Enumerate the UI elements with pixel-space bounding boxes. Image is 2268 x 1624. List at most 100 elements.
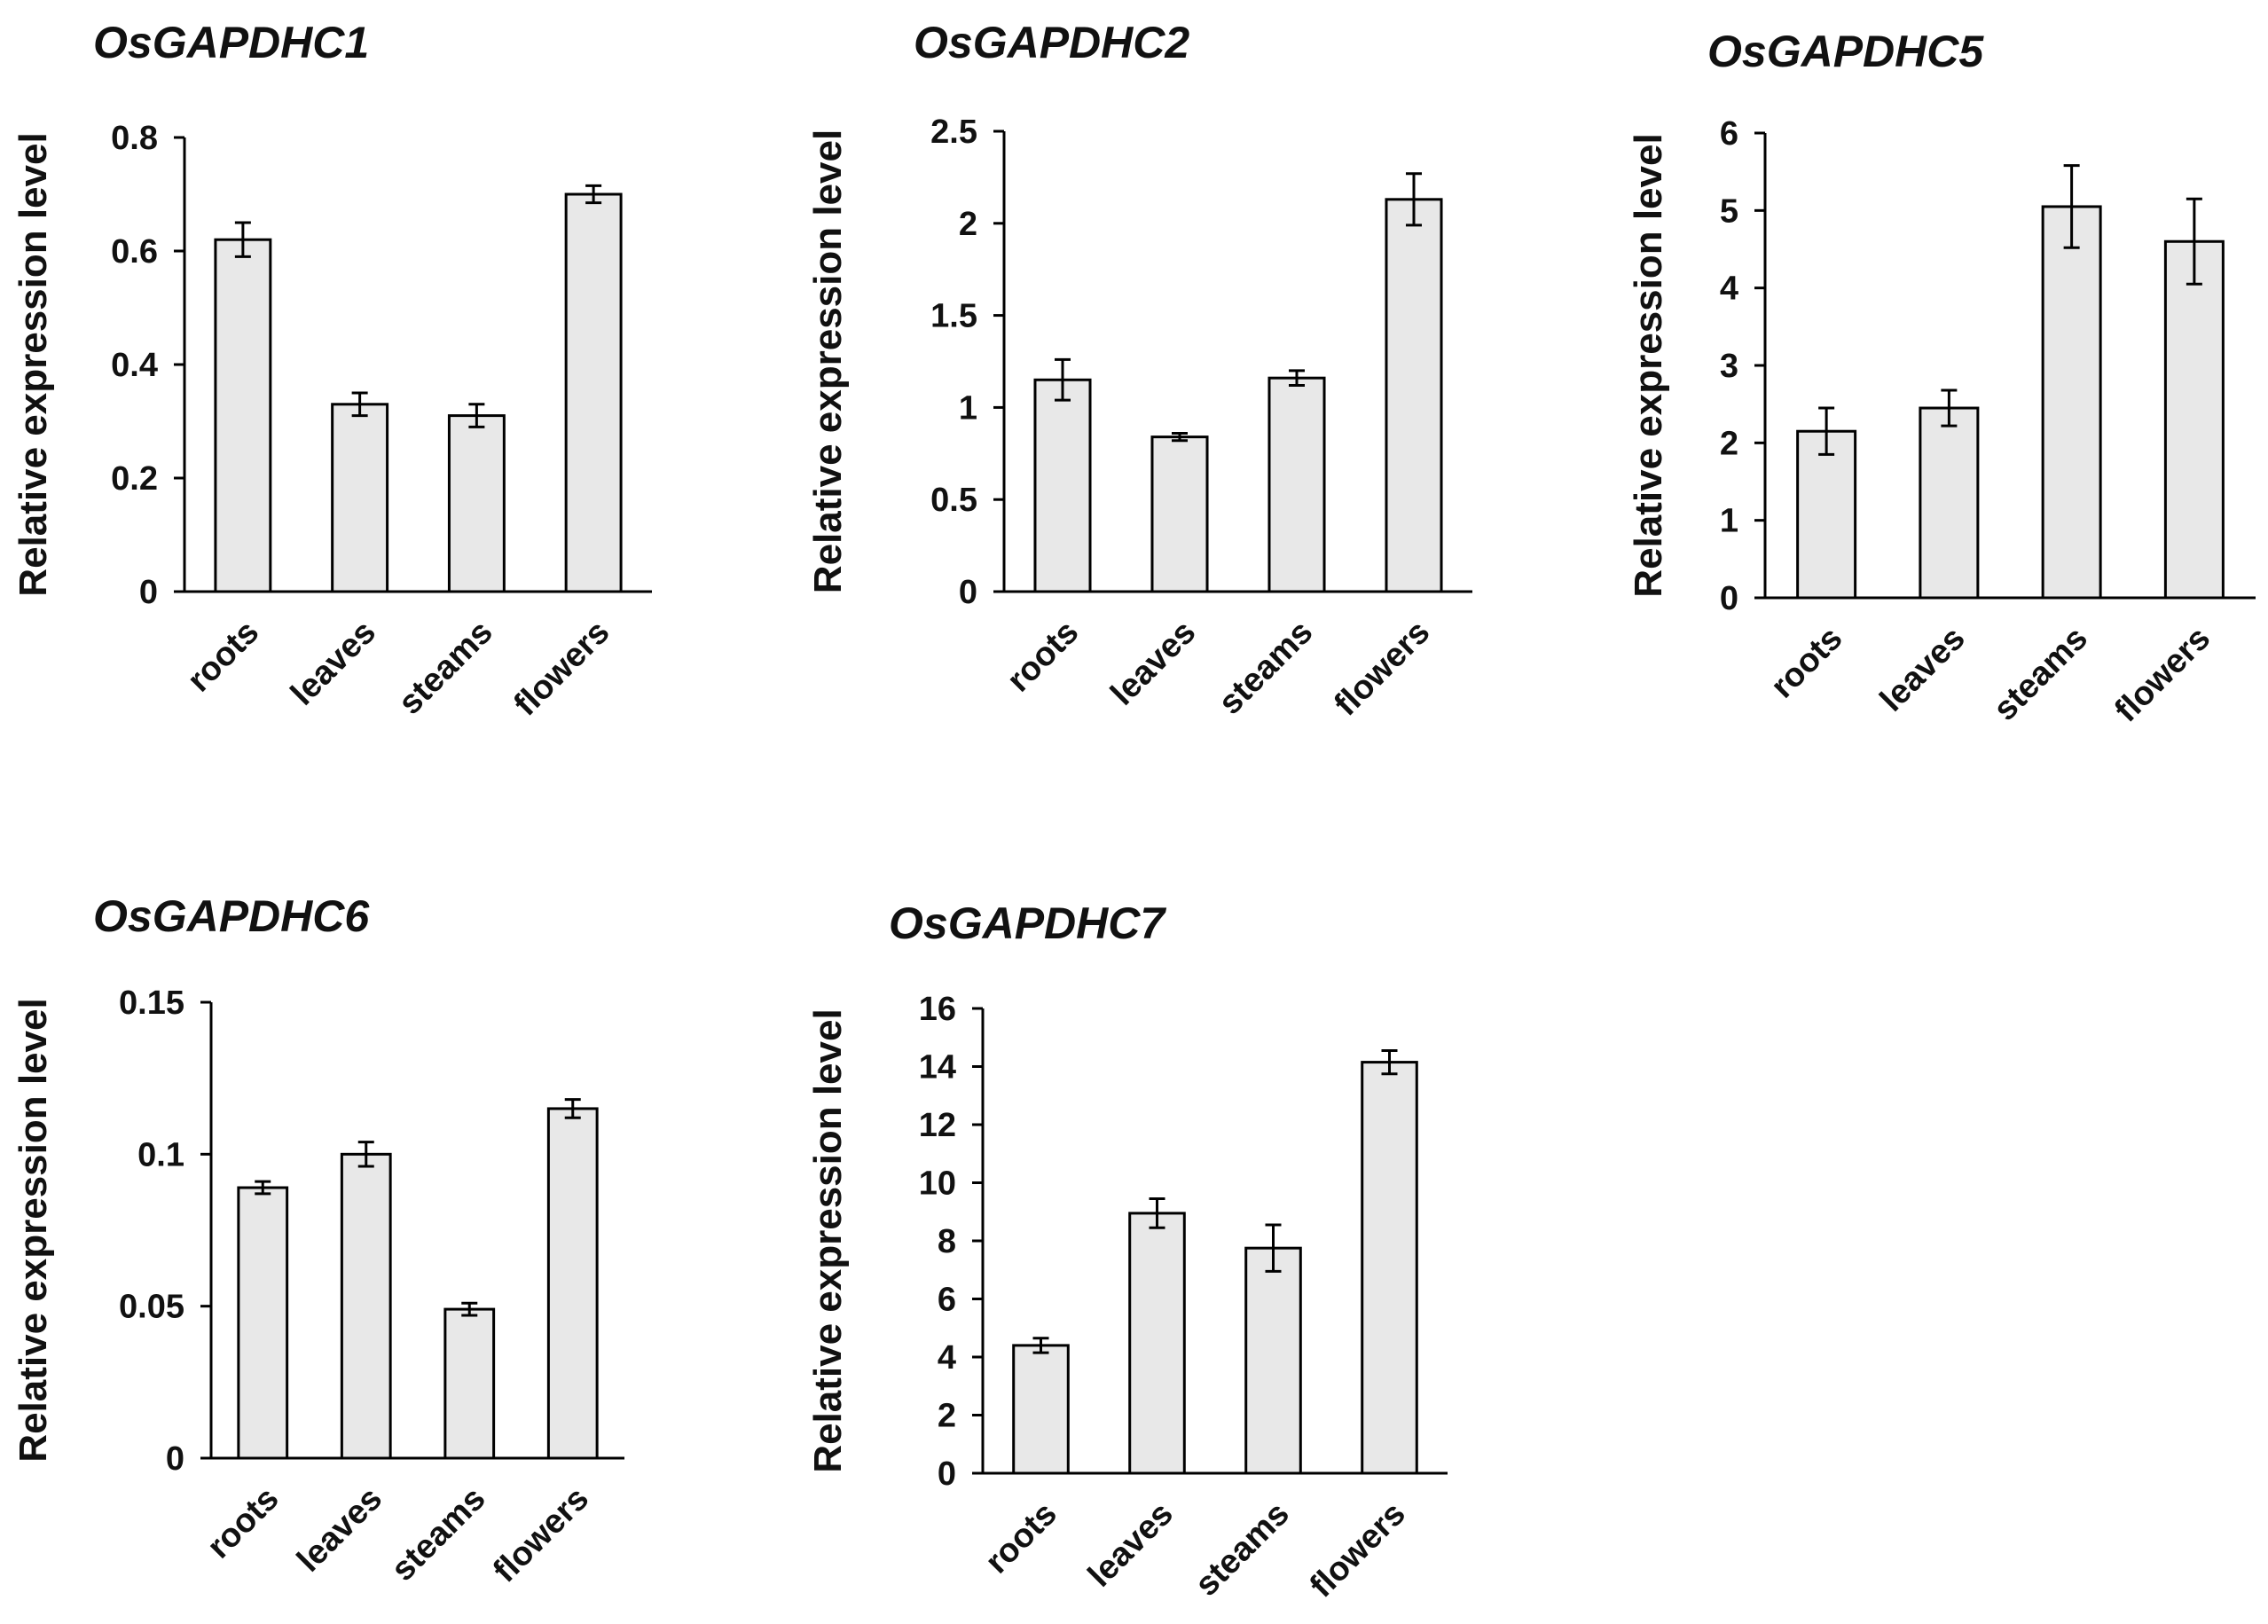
y-tick-label: 3 — [1720, 348, 1738, 385]
bar-leaves — [1150, 435, 1209, 593]
bar-roots — [237, 1186, 289, 1460]
error-bar-leaves — [1941, 388, 1958, 428]
x-tick-label: roots — [200, 1480, 286, 1566]
y-axis-label: Relative expression level — [1627, 133, 1670, 597]
error-bar-flowers — [2186, 197, 2202, 286]
x-tick-label: roots — [180, 614, 266, 700]
x-tick-label: flowers — [2107, 620, 2217, 730]
bar-leaves — [1919, 406, 1980, 600]
bar-roots — [1033, 378, 1092, 593]
x-tick-label: leaves — [1873, 620, 1973, 719]
y-tick-label: 2 — [938, 1398, 956, 1435]
chart-title: OsGAPDHC5 — [1707, 27, 1984, 76]
x-tick-label: steams — [384, 1480, 492, 1589]
y-tick-label: 0.05 — [119, 1289, 184, 1326]
y-tick-label: 2 — [1720, 425, 1738, 462]
x-tick-label: flowers — [1328, 614, 1438, 724]
error-bar-leaves — [357, 1141, 374, 1168]
y-tick-label: 10 — [919, 1165, 956, 1203]
bar-roots — [1796, 429, 1857, 600]
error-bar-leaves — [1172, 431, 1188, 443]
error-bar-steams — [468, 403, 485, 428]
x-tick-label: steams — [1212, 614, 1320, 722]
bar-flowers — [2163, 239, 2225, 600]
y-tick-label: 0 — [139, 574, 158, 611]
y-tick-label: 1.5 — [930, 298, 977, 335]
y-tick-label: 0.5 — [930, 482, 977, 519]
chart-title: OsGAPDHC7 — [889, 898, 1166, 948]
bar-steams — [1267, 376, 1326, 593]
chart-panel-1: OsGAPDHC2 Relative expression level 0 0.5 1 1… — [806, 18, 1472, 723]
y-tick-label: 2 — [959, 206, 977, 243]
bar-flowers — [546, 1107, 599, 1460]
y-tick-label: 0.4 — [111, 347, 158, 384]
y-tick-label: 6 — [938, 1282, 956, 1319]
bar-steams — [1244, 1246, 1302, 1475]
x-tick-label: roots — [978, 1495, 1064, 1581]
y-tick-label: 5 — [1720, 192, 1738, 230]
y-axis-label: Relative expression level — [806, 1008, 850, 1472]
chart-title: OsGAPDHC6 — [93, 891, 370, 941]
y-tick-label: 0.2 — [111, 460, 158, 498]
x-tick-label: leaves — [1103, 614, 1203, 713]
y-tick-label: 14 — [919, 1049, 956, 1087]
error-bar-flowers — [1381, 1048, 1398, 1076]
y-tick-label: 0 — [166, 1440, 184, 1478]
bar-flowers — [1361, 1061, 1418, 1475]
bar-steams — [2041, 205, 2102, 600]
error-bar-flowers — [585, 184, 602, 205]
y-tick-label: 0 — [1720, 580, 1738, 617]
y-axis-label: Relative expression level — [12, 132, 55, 596]
x-tick-label: flowers — [486, 1480, 596, 1590]
y-tick-label: 1 — [1720, 503, 1738, 540]
x-tick-label: leaves — [290, 1480, 389, 1580]
y-tick-label: 1 — [959, 389, 977, 427]
chart-panel-2: OsGAPDHC5 Relative expression level 0 1 2 3 4 5… — [1627, 27, 2256, 729]
error-bar-flowers — [564, 1098, 581, 1119]
bar-leaves — [340, 1152, 392, 1460]
error-bar-steams — [1265, 1223, 1282, 1273]
y-tick-label: 6 — [1720, 115, 1738, 153]
y-tick-label: 0 — [938, 1455, 956, 1493]
chart-panel-0: OsGAPDHC1 Relative expression level 0 0.2 0.… — [12, 18, 652, 723]
bar-roots — [214, 238, 272, 593]
bar-flowers — [564, 192, 623, 593]
bar-roots — [1012, 1344, 1070, 1475]
bar-leaves — [1128, 1212, 1186, 1475]
x-tick-label: leaves — [284, 614, 383, 713]
chart-panel-3: OsGAPDHC6 Relative expression level 0 0.05 0… — [12, 891, 624, 1589]
bar-steams — [443, 1307, 496, 1460]
bar-flowers — [1385, 198, 1443, 593]
y-tick-label: 4 — [938, 1339, 956, 1377]
chart-panel-4: OsGAPDHC7 Relative expression level 0 2 4 6 8 1… — [806, 898, 1448, 1604]
y-axis-label: Relative expression level — [806, 129, 850, 593]
x-tick-label: roots — [1000, 614, 1086, 700]
bar-leaves — [331, 403, 389, 593]
error-bar-steams — [2063, 164, 2080, 249]
x-tick-label: steams — [1987, 620, 2095, 728]
error-bar-roots — [1032, 1337, 1049, 1354]
chart-title: OsGAPDHC1 — [93, 18, 369, 67]
x-tick-label: flowers — [507, 614, 617, 724]
chart-title: OsGAPDHC2 — [914, 18, 1189, 67]
error-bar-roots — [234, 221, 251, 258]
error-bar-leaves — [351, 391, 368, 418]
error-bar-roots — [255, 1180, 271, 1196]
error-bar-roots — [1818, 406, 1835, 456]
x-tick-label: steams — [1189, 1495, 1297, 1604]
y-tick-label: 4 — [1720, 271, 1738, 308]
error-bar-roots — [1055, 357, 1071, 402]
y-tick-label: 8 — [938, 1223, 956, 1260]
y-tick-label: 12 — [919, 1107, 956, 1144]
y-tick-label: 0.15 — [119, 985, 184, 1022]
error-bar-flowers — [1406, 172, 1422, 227]
x-tick-label: roots — [1764, 620, 1850, 706]
error-bar-leaves — [1149, 1197, 1165, 1229]
y-tick-label: 0.8 — [111, 120, 158, 157]
x-tick-label: flowers — [1303, 1495, 1413, 1605]
y-axis-label: Relative expression level — [12, 998, 55, 1462]
error-bar-steams — [461, 1301, 478, 1317]
bar-steams — [447, 414, 506, 593]
error-bar-steams — [1289, 369, 1305, 387]
